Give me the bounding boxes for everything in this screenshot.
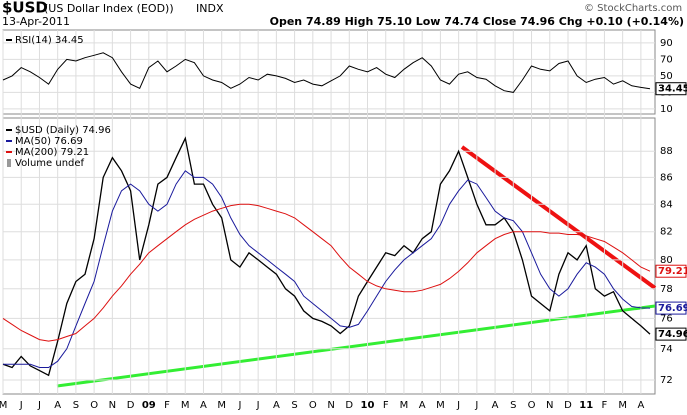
- y-tick-label: 90: [660, 38, 673, 49]
- index-name: (US Dollar Index (EOD)): [44, 2, 174, 15]
- y-tick-label: 76: [660, 313, 673, 324]
- y-tick-label: 74: [660, 344, 673, 355]
- last-value-label: 79.21: [658, 266, 687, 277]
- x-tick-label: N: [546, 400, 553, 411]
- symbol: $USD: [2, 0, 48, 17]
- y-tick-label: 88: [660, 146, 673, 157]
- x-tick-label: F: [383, 400, 389, 411]
- y-tick-label: 50: [660, 71, 673, 82]
- legend-label: Volume undef: [15, 158, 85, 169]
- x-tick-label: A: [419, 400, 426, 411]
- exchange: INDX: [196, 2, 224, 15]
- x-tick-label: N: [327, 400, 334, 411]
- x-tick-label: M: [181, 400, 190, 411]
- x-tick-label: 11: [579, 400, 593, 411]
- quote: Open 74.89 High 75.10 Low 74.74 Close 74…: [270, 15, 684, 28]
- x-tick-label: 10: [361, 400, 375, 411]
- x-tick-label: O: [309, 400, 317, 411]
- x-tick-label: D: [127, 400, 135, 411]
- date: 13-Apr-2011: [2, 15, 70, 28]
- support-trendline: [56, 304, 656, 388]
- x-tick-label: J: [37, 400, 41, 411]
- y-tick-label: 10: [660, 104, 673, 115]
- x-tick-label: F: [164, 400, 170, 411]
- y-tick-label: 82: [660, 227, 673, 238]
- series-line: [2, 52, 651, 93]
- x-tick-label: A: [54, 400, 61, 411]
- y-tick-label: 84: [660, 199, 673, 210]
- last-value-box: [655, 301, 687, 315]
- series-line: [2, 136, 651, 377]
- y-tick-label: 78: [660, 284, 673, 295]
- x-tick-label: O: [528, 400, 536, 411]
- series-line: [3, 170, 651, 368]
- x-tick-label: A: [637, 400, 644, 411]
- x-tick-label: S: [291, 400, 297, 411]
- last-value-label: 76.69: [658, 303, 687, 314]
- x-tick-label: A: [200, 400, 207, 411]
- x-tick-label: M: [618, 400, 627, 411]
- y-tick-label: 80: [660, 255, 673, 266]
- x-tick-label: M: [217, 400, 226, 411]
- legend-label: RSI(14) 34.45: [15, 35, 84, 46]
- x-tick-label: M: [436, 400, 445, 411]
- x-tick-label: J: [474, 400, 478, 411]
- last-value-box: [655, 327, 687, 341]
- last-value-box: [655, 82, 687, 96]
- x-tick-label: M: [0, 400, 7, 411]
- x-tick-label: D: [564, 400, 572, 411]
- legend-label: MA(50) 76.69: [15, 136, 83, 147]
- last-value-box: [655, 264, 687, 278]
- x-tick-label: N: [109, 400, 116, 411]
- x-tick-label: S: [510, 400, 516, 411]
- last-value-label: 74.96: [658, 329, 687, 340]
- x-tick-label: F: [602, 400, 608, 411]
- x-tick-label: A: [492, 400, 499, 411]
- y-tick-label: 86: [660, 172, 673, 183]
- x-tick-label: A: [273, 400, 280, 411]
- series-line: [2, 203, 651, 342]
- x-tick-label: S: [73, 400, 79, 411]
- x-tick-label: 09: [142, 400, 156, 411]
- y-tick-label: 72: [660, 375, 673, 386]
- x-tick-label: J: [19, 400, 23, 411]
- x-tick-label: D: [345, 400, 353, 411]
- x-tick-label: J: [237, 400, 241, 411]
- x-tick-label: J: [256, 400, 260, 411]
- legend-label: MA(200) 79.21: [15, 147, 89, 158]
- y-tick-label: 70: [660, 54, 673, 65]
- last-value-label: 34.45: [658, 84, 687, 95]
- legend-label: $USD (Daily) 74.96: [15, 125, 111, 136]
- credit: © StockCharts.com: [584, 3, 682, 14]
- x-tick-label: M: [400, 400, 409, 411]
- x-tick-label: J: [456, 400, 460, 411]
- x-tick-label: O: [90, 400, 98, 411]
- legend-swatch: [7, 159, 11, 167]
